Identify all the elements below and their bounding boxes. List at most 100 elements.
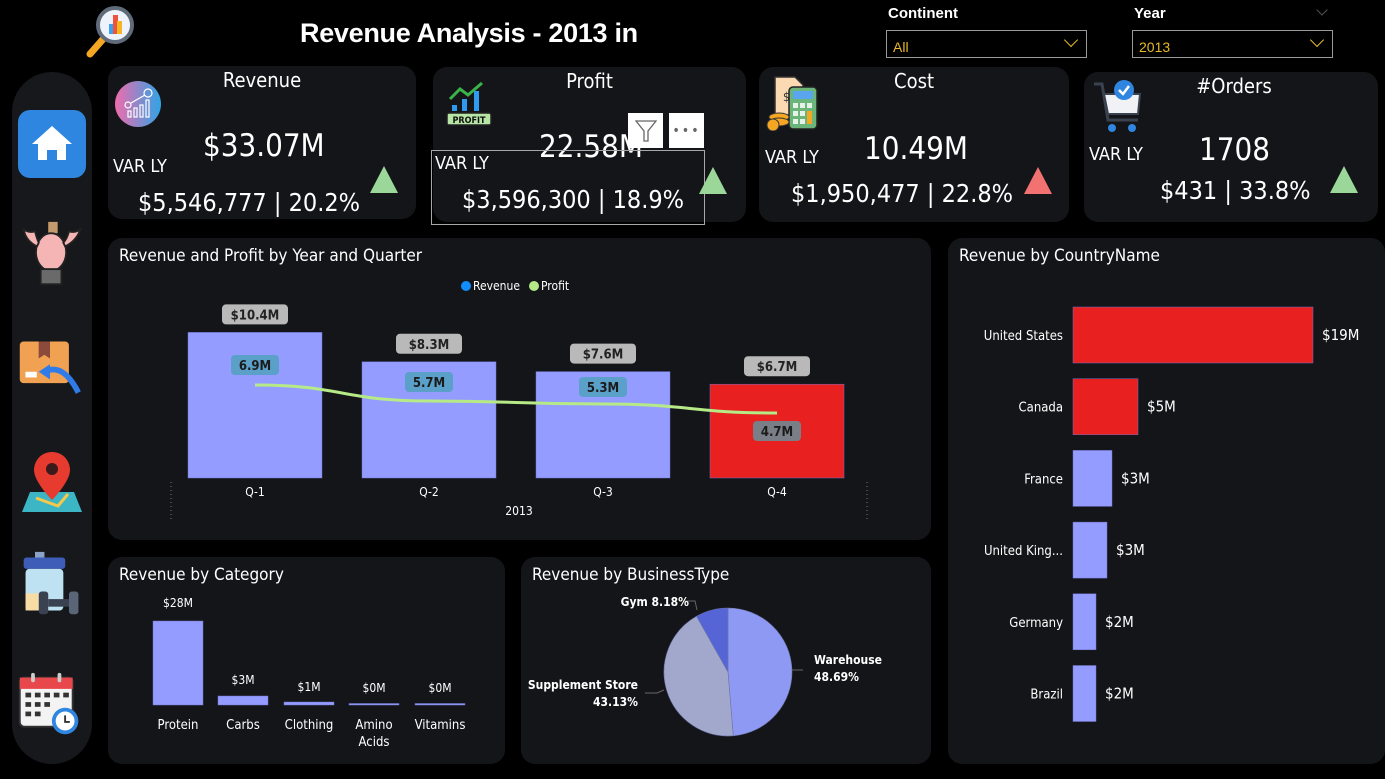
kpi-card-revenue[interactable]: Revenue $33.07M VAR LY $5,546,777 | 20.2…: [108, 66, 416, 219]
country-data-label: $3M: [1121, 469, 1150, 487]
country-bar: [1072, 450, 1113, 507]
category-data-label: $0M: [428, 681, 451, 695]
country-chart: United States $19M Canada $5M France $3M Unite…: [984, 306, 1359, 722]
kpi-value: 10.49M: [864, 131, 968, 167]
kpi-var-value: $431 | 33.8%: [1160, 176, 1311, 205]
country-data-label: $19M: [1322, 326, 1359, 344]
bodybuilder-icon: [22, 221, 83, 286]
x-tick-label: Clothing: [285, 718, 334, 733]
y-tick-label: Brazil: [1030, 688, 1063, 703]
category-bar: [217, 695, 269, 706]
continent-slicer-value: All: [893, 39, 909, 55]
sidebar-item-returns[interactable]: [16, 334, 84, 402]
y-tick-label: United States: [984, 329, 1063, 344]
kpi-value: $33.07M: [203, 128, 325, 164]
kpi-var-label: VAR LY: [435, 153, 489, 174]
country-bar: [1072, 665, 1097, 722]
sidebar-item-products[interactable]: [18, 550, 86, 618]
svg-text:PROFIT: PROFIT: [452, 116, 486, 126]
var-ly-focus-box[interactable]: VAR LY $3,596,300 | 18.9%: [431, 150, 705, 225]
x-tick-label: Amino: [355, 718, 392, 733]
pie-slice: [663, 615, 734, 737]
filter-button[interactable]: [628, 113, 663, 148]
kpi-var-value: $1,950,477 | 22.8%: [791, 179, 1014, 208]
sidebar-item-customers[interactable]: [18, 220, 86, 288]
kpi-card-profit[interactable]: PROFIT Profit 22.58M ••• VAR LY $3,596,3…: [431, 67, 746, 225]
app-logo: [84, 4, 140, 60]
kpi-title: Cost: [894, 69, 934, 93]
map-pin-icon: [22, 452, 82, 512]
revenue-data-label: $6.7M: [757, 360, 798, 375]
pie-slice: [727, 607, 793, 737]
category-chart: $28M Protein $3M Carbs $1M Clothing $0M Amino Ac…: [152, 596, 466, 750]
business-type-chart-card[interactable]: Revenue by BusinessType Warehouse 48.69% S…: [521, 557, 931, 764]
category-bar: [152, 620, 204, 706]
profit-data-label: 6.9M: [239, 359, 271, 374]
revenue-bar: [187, 332, 323, 479]
trend-up-icon: [1330, 166, 1358, 193]
page-title: Revenue Analysis - 2013 in: [300, 18, 638, 48]
quarter-chart-card[interactable]: Revenue and Profit by Year and Quarter R…: [108, 238, 931, 540]
chart-title: Revenue and Profit by Year and Quarter: [119, 246, 423, 266]
profit-line: [254, 383, 778, 415]
continent-slicer-label: Continent: [888, 5, 958, 22]
sidebar-item-calendar[interactable]: [16, 670, 84, 738]
year-slicer[interactable]: 2013: [1132, 30, 1333, 58]
country-bar: [1072, 306, 1314, 364]
revenue-data-label: $10.4M: [231, 308, 280, 323]
revenue-growth-icon: [115, 81, 161, 127]
kpi-value: 1708: [1199, 132, 1270, 168]
year-slicer-label: Year: [1134, 5, 1166, 22]
more-options-button[interactable]: •••: [669, 113, 704, 148]
chart-title: Revenue by CountryName: [959, 246, 1160, 266]
revenue-data-label-bg: [396, 333, 462, 354]
chart-title: Revenue by BusinessType: [532, 565, 730, 585]
cost-calculator-icon: $: [766, 76, 818, 131]
category-data-label: $3M: [231, 673, 254, 687]
category-bar: [414, 703, 466, 706]
package-return-icon: [19, 341, 81, 394]
category-data-label: $28M: [163, 596, 193, 610]
business-type-pie: Warehouse 48.69% Supplement Store 43.13% Gym…: [528, 595, 882, 737]
x-tick-label: Vitamins: [415, 718, 466, 733]
continent-slicer[interactable]: All: [886, 30, 1087, 58]
profit-data-label-bg: [579, 377, 627, 397]
collapse-chevron-icon[interactable]: [1316, 4, 1328, 16]
home-icon: [18, 110, 86, 178]
kpi-title: #Orders: [1196, 74, 1272, 98]
kpi-title: Profit: [566, 69, 613, 93]
y-tick-label: United King...: [984, 544, 1063, 559]
kpi-value: 22.58M: [539, 129, 643, 165]
country-chart-card[interactable]: Revenue by CountryName United States $19M…: [948, 238, 1385, 764]
year-slicer-value: 2013: [1139, 39, 1171, 55]
revenue-data-label-bg: [222, 304, 288, 325]
sidebar-item-geography[interactable]: [18, 448, 86, 516]
country-data-label: $3M: [1116, 541, 1145, 559]
profit-chart-icon: PROFIT: [446, 81, 492, 126]
kpi-card-orders[interactable]: #Orders 1708 VAR LY $431 | 33.8%: [1084, 72, 1378, 222]
x-tick-label: Q-2: [419, 485, 439, 499]
x-tick-label: Acids: [359, 735, 390, 750]
country-data-label: $2M: [1105, 685, 1134, 703]
country-bar: [1072, 521, 1108, 579]
revenue-data-label-bg: [744, 356, 810, 377]
profit-data-label-bg: [753, 421, 801, 441]
sidebar-item-home[interactable]: [18, 110, 86, 178]
legend-marker-profit: [529, 281, 539, 291]
profit-data-label-bg: [231, 355, 279, 375]
chevron-down-icon: [1309, 32, 1325, 48]
category-chart-card[interactable]: Revenue by Category $28M Protein $3M Carbs $…: [108, 557, 505, 764]
x-tick-label: Q-3: [593, 485, 613, 499]
y-tick-label: Germany: [1009, 616, 1063, 631]
kpi-title: Revenue: [222, 68, 302, 92]
cart-check-icon: [1094, 80, 1142, 132]
chart-title: Revenue by Category: [119, 565, 284, 585]
pie-label-value: 48.69%: [814, 670, 859, 684]
x-tick-label: Carbs: [226, 718, 260, 733]
svg-text:$: $: [783, 90, 790, 104]
sidebar-nav: [12, 72, 92, 764]
profit-data-label: 4.7M: [761, 425, 793, 440]
pie-label-name: Supplement Store: [528, 678, 638, 692]
country-data-label: $2M: [1105, 613, 1134, 631]
kpi-card-cost[interactable]: $ Cost 10.49M VAR LY $1,950,477 | 22.8%: [759, 67, 1069, 222]
